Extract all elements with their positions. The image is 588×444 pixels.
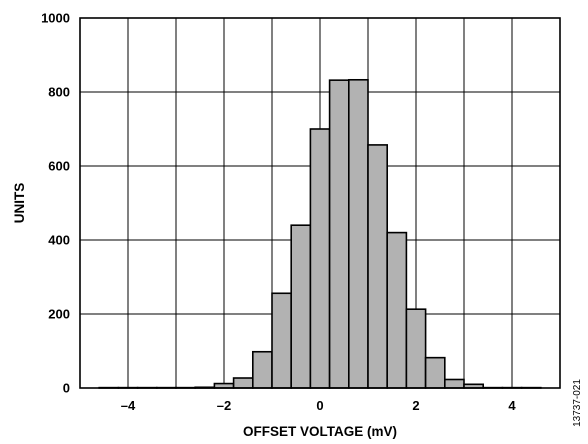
histogram-bar [443,378,465,389]
y-tick-label: 200 [48,307,70,322]
grid-lines [80,18,560,388]
y-tick-label: 400 [48,233,70,248]
y-axis-title: UNITS [12,183,27,224]
x-tick-label: –2 [217,398,231,413]
x-tick-label: –4 [121,398,136,413]
histogram-bar [347,78,369,389]
histogram-bar [405,308,427,389]
histogram-bar [328,79,350,389]
x-tick-label: 2 [412,398,419,413]
histogram-bar [290,224,312,389]
histogram-bar [252,350,273,389]
x-tick-labels: –4 –2 0 2 4 [121,398,517,413]
histogram-bar [424,356,446,389]
y-tick-label: 0 [63,381,70,396]
x-tick-label: 4 [508,398,516,413]
y-tick-label: 600 [48,159,70,174]
histogram-bar [367,144,389,389]
histogram-bar [309,128,331,389]
histogram-bar [386,231,408,389]
y-tick-label: 800 [48,85,70,100]
histogram-bar [271,292,293,389]
x-tick-label: 0 [316,398,323,413]
plot-frame [79,17,561,389]
y-tick-label: 1000 [41,11,70,26]
figure-id: 13737-021 [572,379,583,427]
histogram-bar [232,377,254,389]
y-tick-labels: 0 200 400 600 800 1000 [41,11,70,396]
x-axis-title: OFFSET VOLTAGE (mV) [243,424,397,439]
